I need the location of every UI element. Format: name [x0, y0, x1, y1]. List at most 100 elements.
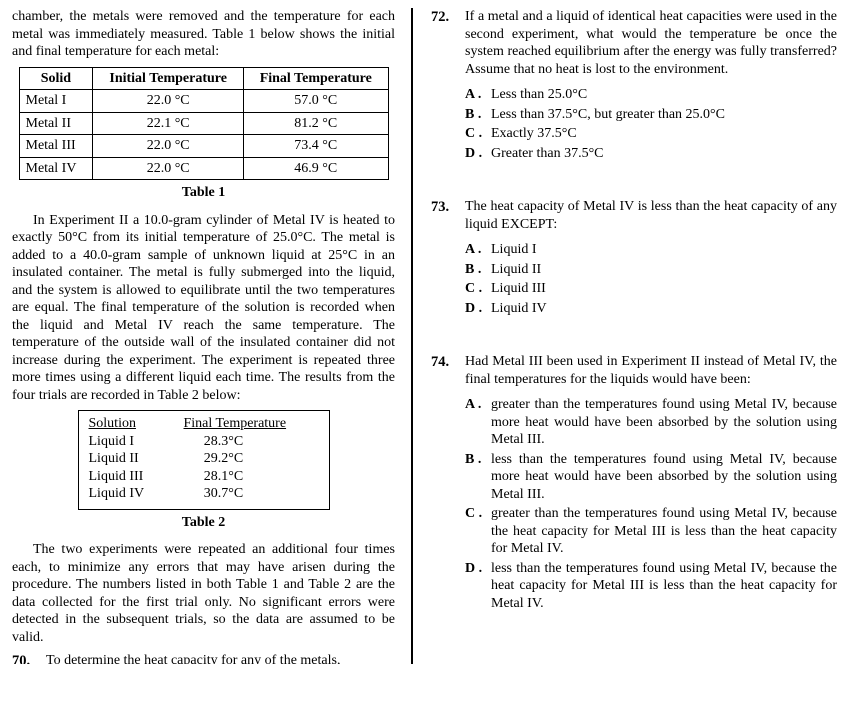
choice-list: A .greater than the temperatures found u…	[465, 396, 837, 612]
choice-text: greater than the temperatures found usin…	[491, 505, 837, 558]
t1-r1c1: 22.1 °C	[93, 112, 244, 135]
choice-letter: A .	[465, 241, 491, 259]
t2-r2c0: Liquid III	[89, 468, 184, 486]
t1-r2c1: 22.0 °C	[93, 135, 244, 158]
table-1-header-row: Solid Initial Temperature Final Temperat…	[19, 67, 388, 90]
choice-letter: C .	[465, 505, 491, 558]
choice-letter: B .	[465, 451, 491, 504]
question-74: 74. Had Metal III been used in Experimen…	[431, 353, 837, 614]
question-text: Had Metal III been used in Experiment II…	[465, 353, 837, 388]
table-1-h0: Solid	[19, 67, 93, 90]
t2-r1c0: Liquid II	[89, 450, 184, 468]
table-row: Liquid I 28.3°C	[89, 433, 319, 451]
t2-r0c1: 28.3°C	[184, 433, 264, 451]
t1-r3c2: 46.9 °C	[244, 157, 388, 180]
t1-r0c0: Metal I	[19, 90, 93, 113]
choice-text: Liquid IV	[491, 300, 837, 318]
t2-r2c1: 28.1°C	[184, 468, 264, 486]
table-row: Metal II 22.1 °C 81.2 °C	[19, 112, 388, 135]
question-body: To determine the heat capacity for any o…	[46, 652, 395, 664]
choice-text: Liquid II	[491, 261, 837, 279]
experiment-2-paragraph: In Experiment II a 10.0-gram cylinder of…	[12, 212, 395, 405]
table-row: Metal I 22.0 °C 57.0 °C	[19, 90, 388, 113]
choice-d[interactable]: D .Greater than 37.5°C	[465, 145, 837, 163]
t1-r0c1: 22.0 °C	[93, 90, 244, 113]
t2-h0: Solution	[89, 415, 184, 433]
table-row: Liquid III 28.1°C	[89, 468, 319, 486]
t1-r2c2: 73.4 °C	[244, 135, 388, 158]
choice-b[interactable]: B .Less than 37.5°C, but greater than 25…	[465, 106, 837, 124]
t2-r1c1: 29.2°C	[184, 450, 264, 468]
choice-letter: B .	[465, 261, 491, 279]
choice-a[interactable]: A .Less than 25.0°C	[465, 86, 837, 104]
choice-text: Greater than 37.5°C	[491, 145, 837, 163]
table-2: Solution Final Temperature Liquid I 28.3…	[78, 410, 330, 510]
table-2-caption: Table 2	[12, 514, 395, 532]
choice-text: Liquid III	[491, 280, 837, 298]
choice-c[interactable]: C .greater than the temperatures found u…	[465, 505, 837, 558]
table-row: Liquid II 29.2°C	[89, 450, 319, 468]
t2-h1: Final Temperature	[184, 415, 287, 433]
table-row: Metal III 22.0 °C 73.4 °C	[19, 135, 388, 158]
choice-text: Liquid I	[491, 241, 837, 259]
question-text: The heat capacity of Metal IV is less th…	[465, 198, 837, 233]
choice-a[interactable]: A .greater than the temperatures found u…	[465, 396, 837, 449]
page-two-column: chamber, the metals were removed and the…	[12, 8, 837, 664]
question-70-fragment: 70. To determine the heat capacity for a…	[12, 652, 395, 664]
choice-letter: A .	[465, 396, 491, 449]
question-73: 73. The heat capacity of Metal IV is les…	[431, 198, 837, 319]
choice-letter: C .	[465, 280, 491, 298]
choice-c[interactable]: C .Exactly 37.5°C	[465, 125, 837, 143]
t1-r2c0: Metal III	[19, 135, 93, 158]
choice-text: Exactly 37.5°C	[491, 125, 837, 143]
question-number: 72.	[431, 8, 465, 164]
question-text: To determine the heat capacity for any o…	[46, 652, 395, 664]
t2-r3c0: Liquid IV	[89, 485, 184, 503]
choice-b[interactable]: B .less than the temperatures found usin…	[465, 451, 837, 504]
t2-r3c1: 30.7°C	[184, 485, 264, 503]
choice-letter: C .	[465, 125, 491, 143]
choice-c[interactable]: C .Liquid III	[465, 280, 837, 298]
choice-letter: A .	[465, 86, 491, 104]
choice-b[interactable]: B .Liquid II	[465, 261, 837, 279]
question-body: Had Metal III been used in Experiment II…	[465, 353, 837, 614]
question-text: If a metal and a liquid of identical hea…	[465, 8, 837, 78]
choice-letter: D .	[465, 300, 491, 318]
t1-r1c2: 81.2 °C	[244, 112, 388, 135]
column-divider	[411, 8, 413, 664]
question-body: If a metal and a liquid of identical hea…	[465, 8, 837, 164]
table-row: Liquid IV 30.7°C	[89, 485, 319, 503]
choice-text: Less than 25.0°C	[491, 86, 837, 104]
choice-text: greater than the temperatures found usin…	[491, 396, 837, 449]
intro-fragment: chamber, the metals were removed and the…	[12, 8, 395, 61]
question-number: 70.	[12, 652, 46, 664]
choice-letter: B .	[465, 106, 491, 124]
question-number: 73.	[431, 198, 465, 319]
choice-list: A .Less than 25.0°C B .Less than 37.5°C,…	[465, 86, 837, 162]
choice-text: less than the temperatures found using M…	[491, 451, 837, 504]
choice-text: less than the temperatures found using M…	[491, 560, 837, 613]
left-column: chamber, the metals were removed and the…	[12, 8, 407, 664]
table-1-h2: Final Temperature	[244, 67, 388, 90]
table-row: Metal IV 22.0 °C 46.9 °C	[19, 157, 388, 180]
t1-r0c2: 57.0 °C	[244, 90, 388, 113]
table-1-caption: Table 1	[12, 184, 395, 202]
choice-letter: D .	[465, 560, 491, 613]
question-72: 72. If a metal and a liquid of identical…	[431, 8, 837, 164]
question-body: The heat capacity of Metal IV is less th…	[465, 198, 837, 319]
t1-r3c1: 22.0 °C	[93, 157, 244, 180]
question-number: 74.	[431, 353, 465, 614]
choice-letter: D .	[465, 145, 491, 163]
table-1-h1: Initial Temperature	[93, 67, 244, 90]
choice-list: A .Liquid I B .Liquid II C .Liquid III D…	[465, 241, 837, 317]
right-column: 72. If a metal and a liquid of identical…	[417, 8, 837, 664]
t1-r3c0: Metal IV	[19, 157, 93, 180]
table-1: Solid Initial Temperature Final Temperat…	[19, 67, 389, 181]
choice-text: Less than 37.5°C, but greater than 25.0°…	[491, 106, 837, 124]
choice-d[interactable]: D .Liquid IV	[465, 300, 837, 318]
validity-paragraph: The two experiments were repeated an add…	[12, 541, 395, 646]
choice-d[interactable]: D .less than the temperatures found usin…	[465, 560, 837, 613]
choice-a[interactable]: A .Liquid I	[465, 241, 837, 259]
table-2-header: Solution Final Temperature	[89, 415, 319, 433]
t1-r1c0: Metal II	[19, 112, 93, 135]
